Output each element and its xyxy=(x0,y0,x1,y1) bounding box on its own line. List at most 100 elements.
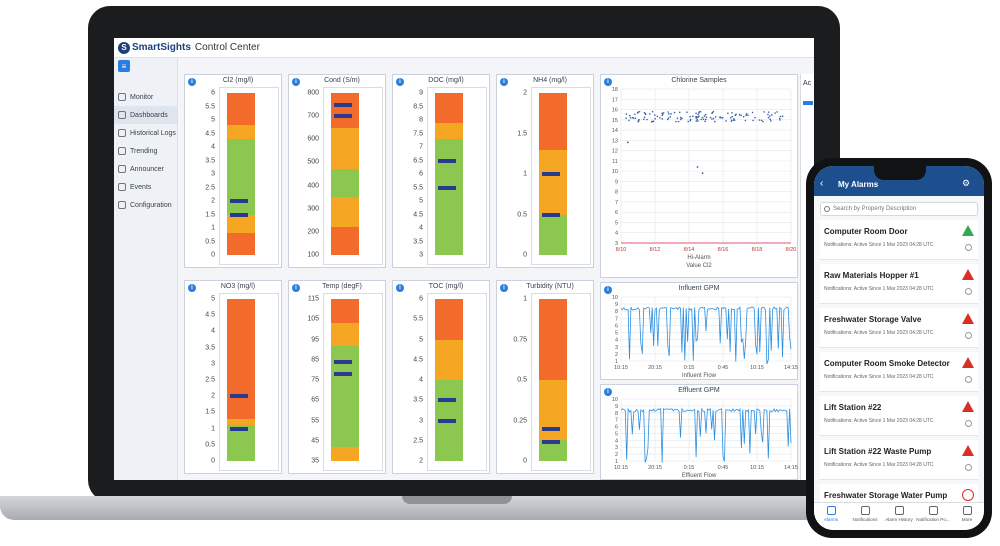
sidebar-item-monitor[interactable]: Monitor xyxy=(114,88,177,106)
sidebar-item-trending[interactable]: Trending xyxy=(114,142,177,160)
info-icon[interactable]: i xyxy=(396,284,404,292)
chart-2[interactable]: 10 9 8 7 6 5 4 3 2 1 10:15 20:15 0:15 0:45 10:15 14:15 i… xyxy=(600,282,798,380)
logo-name: SmartSights xyxy=(132,42,191,53)
info-icon[interactable]: i xyxy=(604,78,612,86)
x-tick-label: 8/14 xyxy=(684,247,695,253)
gauge-value-marker xyxy=(438,158,456,163)
gauge-value-marker xyxy=(334,359,352,364)
x-tick-label: 14:15 xyxy=(784,465,798,471)
gauge-value-marker xyxy=(230,199,248,203)
gauge-band xyxy=(331,93,359,128)
info-icon[interactable]: i xyxy=(396,78,404,86)
tick-label: 6 xyxy=(211,89,215,97)
chart-1[interactable]: 18 17 16 15 14 13 12 11 10 9 8 7 6 5 4 3 8/10 8/12 8/14 8/1… xyxy=(600,74,798,278)
back-icon[interactable]: ‹ xyxy=(820,178,824,189)
tab-notification-po-[interactable]: Notification Po... xyxy=(916,503,950,530)
tab-icon xyxy=(962,506,972,515)
info-icon[interactable]: i xyxy=(292,78,300,86)
tick-label: 3 xyxy=(419,417,423,424)
sample-point xyxy=(697,113,699,116)
tick-label: 85 xyxy=(311,356,319,364)
chart-3[interactable]: 10 9 8 7 6 5 4 3 2 1 10:15 20:15 0:15 0:45 10:15 14:15 i… xyxy=(600,384,798,480)
alarm-name: Freshwater Storage Valve xyxy=(824,315,922,324)
gauge-6[interactable]: i Temp (degF) 115 105 95 85 75 65 55 45 35 xyxy=(288,280,386,474)
tick-label: 45 xyxy=(311,437,319,445)
gear-icon[interactable]: ⚙ xyxy=(962,178,971,188)
tab-more[interactable]: More xyxy=(950,503,984,530)
tick-label: 3.5 xyxy=(205,157,215,164)
gauge-band xyxy=(331,127,359,170)
tick-label: 2.5 xyxy=(205,376,215,384)
info-icon[interactable]: i xyxy=(500,284,508,292)
x-tick-label: 10:15 xyxy=(750,365,764,371)
app-logo[interactable]: S SmartSights Control Center xyxy=(118,41,260,54)
gauge-title: Cond (S/m) xyxy=(324,77,360,84)
gauge-bar xyxy=(227,299,255,461)
sidebar-item-configuration[interactable]: Configuration xyxy=(114,196,177,214)
search-icon xyxy=(824,206,830,212)
alarm-list-item[interactable]: Freshwater Storage Valve Notifications: A… xyxy=(820,308,978,348)
gauge-5[interactable]: i NO3 (mg/l) 5 4.5 4 3.5 3 2.5 2 1.5 1 0.5 0 xyxy=(184,280,282,474)
logo-icon: S xyxy=(118,41,130,54)
gauge-value-marker xyxy=(230,394,248,399)
tick-label: 700 xyxy=(307,112,319,120)
sidebar-item-events[interactable]: Events xyxy=(114,178,177,196)
sample-point xyxy=(771,114,773,116)
info-icon[interactable]: i xyxy=(292,284,300,292)
alarm-detail: Notifications: Active Since 1 Mar 2023 0… xyxy=(824,286,934,292)
gauge-1[interactable]: i Cl2 (mg/l) 6 5.5 5 4.5 4 3.5 3 2.5 2 1.5 1 0.5 0 xyxy=(184,74,282,268)
y-tick-label: 10 xyxy=(612,295,618,301)
gauge-3[interactable]: i DOC (mg/l) 9 8.5 8 7.5 7 6.5 6 5.5 5 4.5 4 3.5 3 xyxy=(392,74,490,268)
alarm-list-item[interactable]: Computer Room Smoke Detector Notification… xyxy=(820,352,978,392)
gauge-8[interactable]: i Turbidity (NTU) 1 0.75 0.5 0.25 0 xyxy=(496,280,594,474)
alarm-list-item[interactable]: Lift Station #22 Waste Pump Notifications… xyxy=(820,440,978,480)
alarm-list-item[interactable]: Lift Station #22 Notifications: Active Si… xyxy=(820,396,978,436)
info-icon[interactable]: i xyxy=(188,78,196,86)
gauge-4[interactable]: i NH4 (mg/l) 2 1.5 1 0.5 0 xyxy=(496,74,594,268)
info-icon[interactable]: i xyxy=(604,286,612,294)
sidebar-item-historical-logs[interactable]: Historical Logs xyxy=(114,124,177,142)
alarm-detail: Notifications: Active Since 1 Mar 2023 0… xyxy=(824,374,934,380)
gauge-value-marker xyxy=(334,114,352,119)
info-icon[interactable]: i xyxy=(604,388,612,396)
sample-point xyxy=(776,111,778,113)
tick-label: 35 xyxy=(311,457,319,465)
select-radio[interactable] xyxy=(965,288,972,295)
acknowledged-check-icon[interactable] xyxy=(962,489,974,501)
gauge-band xyxy=(227,299,255,419)
gauge-title: Turbidity (NTU) xyxy=(526,283,574,290)
gauge-band xyxy=(435,339,463,380)
sidebar-item-dashboards[interactable]: Dashboards xyxy=(114,106,177,124)
gauge-2[interactable]: i Cond (S/m) 800 700 600 500 400 300 200 100 xyxy=(288,74,386,268)
config-icon xyxy=(118,201,126,209)
tick-label: 75 xyxy=(311,376,319,384)
right-panel-link[interactable] xyxy=(803,101,813,105)
sidebar-item-announcer[interactable]: Announcer xyxy=(114,160,177,178)
warning-icon xyxy=(962,445,974,456)
alarm-list-item[interactable]: Raw Materials Hopper #1 Notifications: Ac… xyxy=(820,264,978,304)
alarm-list-item[interactable]: Computer Room Door Notifications: Active … xyxy=(820,220,978,260)
info-icon[interactable]: i xyxy=(500,78,508,86)
gauge-title: Temp (degF) xyxy=(322,283,362,290)
sample-point xyxy=(670,113,672,115)
info-icon[interactable]: i xyxy=(188,284,196,292)
select-radio[interactable] xyxy=(965,420,972,427)
tick-label: 4 xyxy=(419,376,423,384)
select-radio[interactable] xyxy=(965,464,972,471)
sample-point xyxy=(646,118,648,121)
menu-toggle-button[interactable]: ≡ xyxy=(118,60,130,72)
tab-alarms[interactable]: Alarms xyxy=(814,503,848,530)
sample-point xyxy=(650,121,653,123)
alarm-search-input[interactable]: Search by Property Description xyxy=(820,202,978,216)
sample-point xyxy=(719,116,721,118)
select-radio[interactable] xyxy=(965,244,972,251)
sample-point xyxy=(747,114,749,116)
gauge-7[interactable]: i TOC (mg/l) 6 5.5 5 4.5 4 3.5 3 2.5 2 xyxy=(392,280,490,474)
gauge-band xyxy=(331,446,359,461)
select-radio[interactable] xyxy=(965,332,972,339)
tab-alarm-history[interactable]: Alarm History xyxy=(882,503,916,530)
gauge-band xyxy=(435,93,463,123)
select-radio[interactable] xyxy=(965,376,972,383)
tab-notifications[interactable]: Notifications xyxy=(848,503,882,530)
